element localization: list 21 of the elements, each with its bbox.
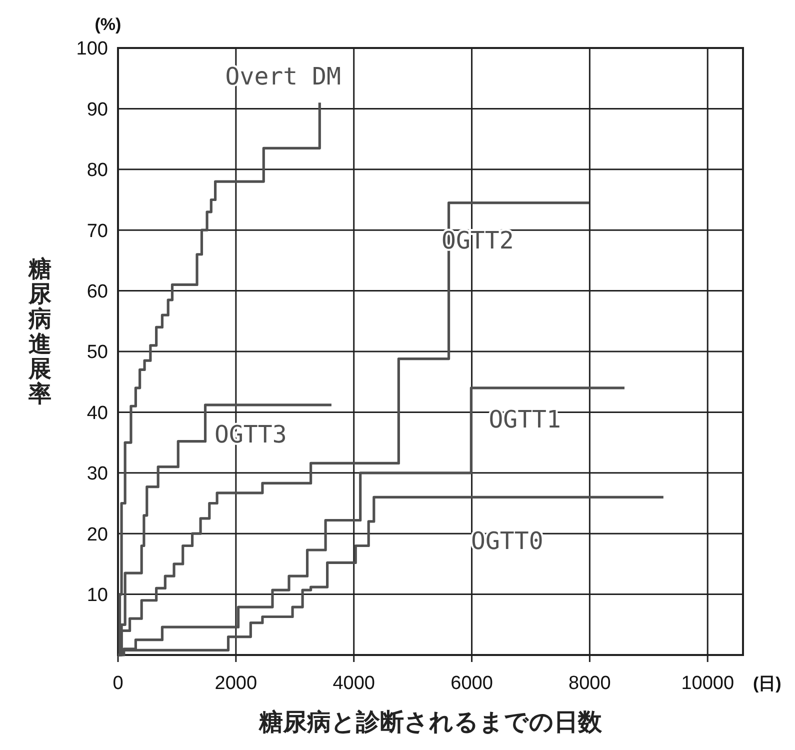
y-tick-label: 100 bbox=[76, 38, 108, 60]
x-tick-label: 6000 bbox=[450, 673, 493, 694]
y-tick-label: 20 bbox=[86, 524, 108, 546]
text: (日) bbox=[753, 674, 782, 693]
y-tick-label: 70 bbox=[86, 220, 108, 242]
text: (%) bbox=[94, 15, 122, 34]
y-axis-title: 糖尿病進展率 bbox=[28, 256, 52, 406]
y-tick-label: 80 bbox=[86, 160, 108, 182]
y-tick-label: 90 bbox=[86, 99, 108, 120]
y-tick-label: 40 bbox=[86, 402, 108, 424]
x-tick-label: 10000 bbox=[681, 673, 734, 694]
y-tick-label: 60 bbox=[86, 281, 108, 302]
x-axis-title: 糖尿病と診断されるまでの日数 bbox=[258, 709, 603, 736]
x-tick-label: 2000 bbox=[214, 673, 258, 694]
y-tick-label: 30 bbox=[86, 464, 108, 485]
x-tick-label: 4000 bbox=[332, 673, 375, 694]
x-tick-label: 0 bbox=[112, 673, 124, 694]
y-tick-label: 10 bbox=[86, 584, 108, 606]
y-tick-label: 50 bbox=[86, 342, 108, 364]
x-tick-label: 8000 bbox=[568, 673, 611, 694]
series-label: OGTT1 bbox=[488, 405, 561, 434]
